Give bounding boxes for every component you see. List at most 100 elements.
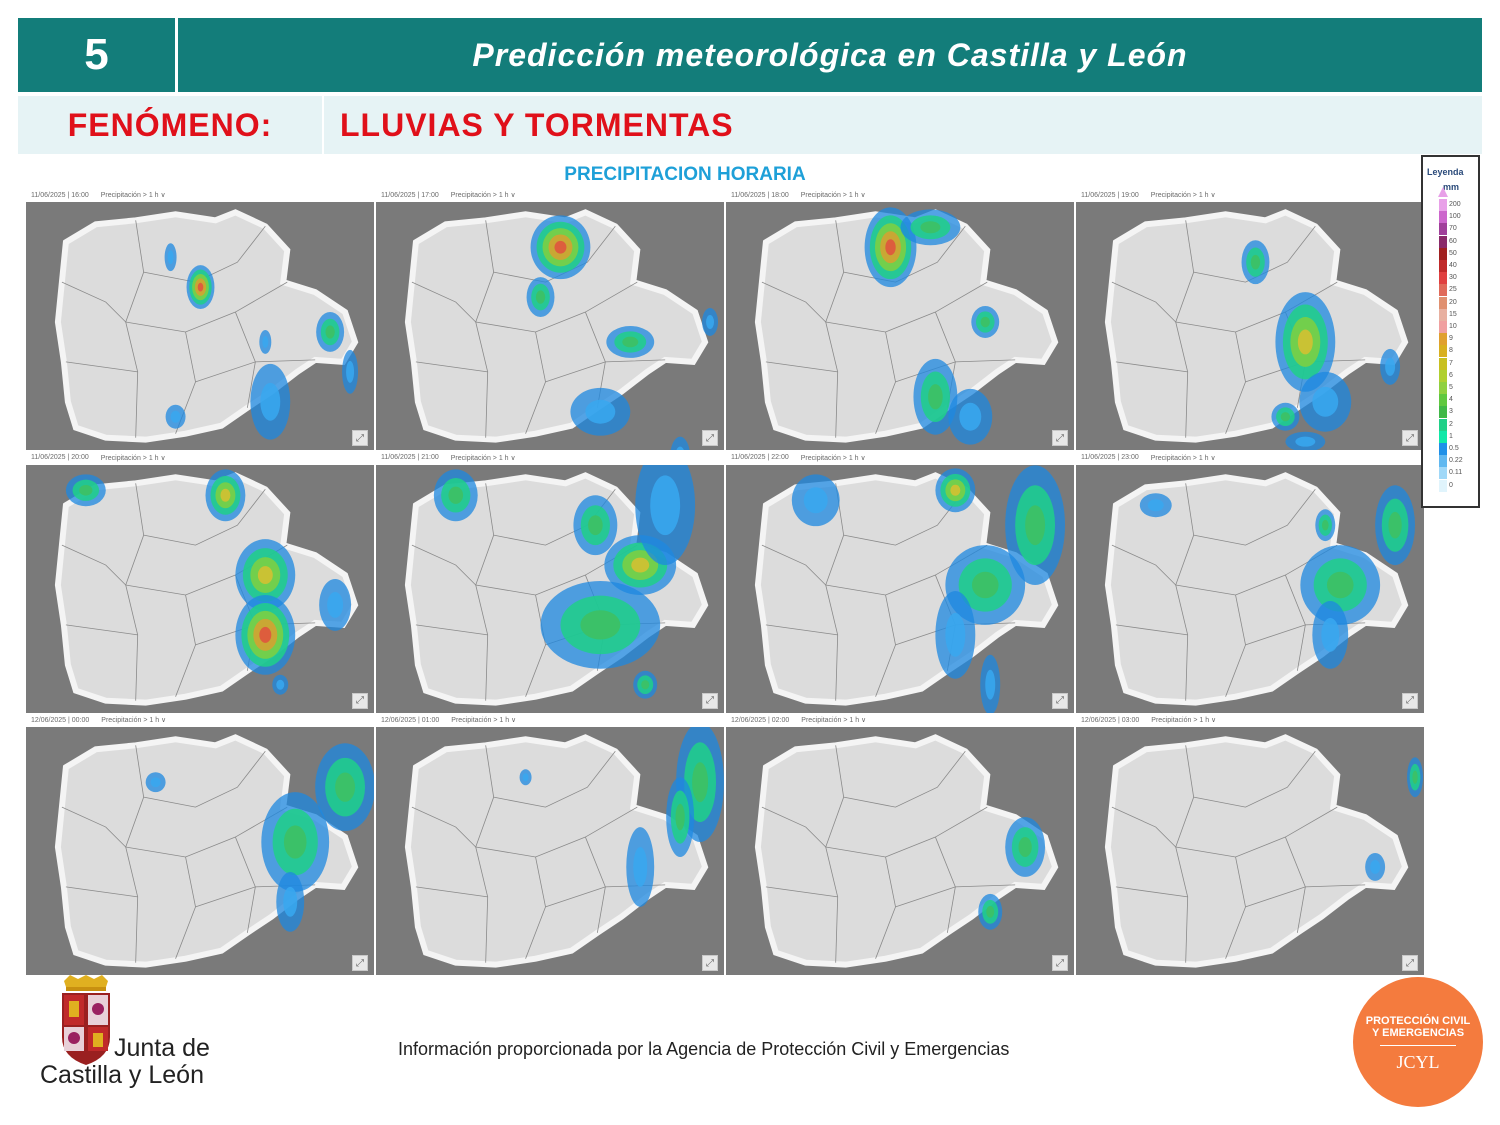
panel-separator: |	[65, 191, 72, 199]
panel-datetime: 11/06/2025 | 23:00	[1081, 454, 1139, 461]
legend-swatch	[1439, 235, 1447, 248]
chevron-down-icon: ∨	[158, 454, 166, 462]
chevron-down-icon: ∨	[158, 192, 166, 199]
precipitation-cell	[1018, 837, 1032, 857]
panel-date: 11/06/2025	[381, 454, 416, 461]
precipitation-cell	[641, 679, 650, 689]
expand-icon[interactable]: ⤢	[1402, 692, 1418, 709]
precipitation-cell	[220, 488, 231, 502]
legend-unit: mm	[1443, 182, 1460, 192]
precipitation-cell	[986, 905, 995, 918]
legend-label: 20	[1449, 298, 1457, 306]
panel-separator: |	[766, 716, 772, 724]
panel-variable-select[interactable]: Precipitación > 1 h ∨	[801, 191, 866, 199]
panel-datetime: 12/06/2025 | 00:00	[31, 717, 89, 724]
legend-swatch	[1439, 430, 1447, 443]
legend-swatch	[1439, 382, 1447, 394]
map-panel[interactable]: 11/06/2025 | 20:00 Precipitación > 1 h ∨ ⤢	[26, 450, 375, 713]
precipitation-cell	[1312, 386, 1339, 417]
panel-variable-select[interactable]: Precipitación > 1 h ∨	[1151, 191, 1216, 199]
expand-icon[interactable]: ⤢	[1402, 430, 1418, 446]
legend-swatch	[1439, 321, 1447, 333]
panel-variable-select[interactable]: Precipitación > 1 h ∨	[801, 454, 866, 462]
map-panel[interactable]: 11/06/2025 | 21:00 Precipitación > 1 h ∨ ⤢	[376, 450, 725, 713]
map-panel[interactable]: 11/06/2025 | 22:00 Precipitación > 1 h ∨ ⤢	[726, 450, 1075, 713]
expand-icon[interactable]: ⤢	[702, 430, 718, 446]
province-border	[143, 226, 266, 283]
panel-header: 11/06/2025 | 23:00 Precipitación > 1 h ∨	[1076, 450, 1424, 465]
chevron-down-icon: ∨	[859, 717, 867, 724]
precipitation-cell	[259, 626, 272, 643]
badge-line3: JCYL	[1396, 1052, 1440, 1072]
panel-date: 11/06/2025	[731, 454, 766, 461]
panel-variable-select[interactable]: Precipitación > 1 h ∨	[101, 716, 166, 724]
map-panel[interactable]: 11/06/2025 | 23:00 Precipitación > 1 h ∨ ⤢	[1076, 450, 1425, 713]
map-panel[interactable]: 11/06/2025 | 16:00 Precipitación > 1 h ∨ ⤢	[26, 188, 375, 450]
panel-time: 00:00	[71, 716, 90, 724]
precipitation-cell	[803, 486, 828, 513]
map-panel[interactable]: 11/06/2025 | 18:00 Precipitación > 1 h ∨ ⤢	[726, 188, 1075, 450]
expand-icon[interactable]: ⤢	[1052, 955, 1068, 971]
legend-swatch	[1439, 284, 1447, 297]
expand-icon[interactable]: ⤢	[1402, 955, 1418, 971]
panel-datetime: 12/06/2025 | 01:00	[381, 717, 439, 724]
chevron-down-icon: ∨	[509, 717, 517, 724]
panel-variable-select[interactable]: Precipitación > 1 h ∨	[451, 454, 516, 462]
panel-date: 11/06/2025	[1081, 454, 1116, 461]
legend-label: 10	[1449, 323, 1457, 330]
expand-icon[interactable]: ⤢	[1052, 692, 1068, 709]
map-panel[interactable]: 11/06/2025 | 17:00 Precipitación > 1 h ∨ ⤢	[376, 188, 725, 450]
legend-title: Leyenda	[1427, 167, 1464, 177]
expand-icon[interactable]: ⤢	[702, 955, 718, 971]
province-border	[843, 226, 966, 283]
legend-label: 0.11	[1449, 469, 1463, 477]
panel-variable-label: Precipitación > 1 h	[1151, 717, 1210, 724]
panel-variable-select[interactable]: Precipitación > 1 h ∨	[451, 716, 516, 724]
precipitation-cell	[985, 669, 996, 700]
panel-header: 12/06/2025 | 03:00 Precipitación > 1 h ∨	[1076, 713, 1424, 727]
map-panel[interactable]: 12/06/2025 | 03:00 Precipitación > 1 h ∨ ⤢	[1076, 713, 1425, 975]
panel-variable-select[interactable]: Precipitación > 1 h ∨	[101, 191, 166, 199]
province-border	[475, 281, 638, 333]
panel-variable-label: Precipitación > 1 h	[100, 454, 159, 462]
panel-variable-label: Precipitación > 1 h	[450, 454, 509, 462]
precipitation-cell	[1297, 329, 1313, 355]
panel-variable-select[interactable]: Precipitación > 1 h ∨	[101, 454, 166, 462]
panel-variable-select[interactable]: Precipitación > 1 h ∨	[801, 716, 866, 724]
coat-of-arms-icon	[62, 975, 110, 1065]
panel-date: 11/06/2025	[1081, 191, 1116, 199]
map-panel[interactable]: 12/06/2025 | 02:00 Precipitación > 1 h ∨ ⤢	[726, 713, 1075, 975]
legend-label: 30	[1449, 274, 1457, 282]
province-border	[1111, 806, 1176, 848]
panel-separator: |	[415, 454, 422, 461]
panel-variable-select[interactable]: Precipitación > 1 h ∨	[1151, 454, 1216, 462]
legend-label: 0.5	[1449, 445, 1459, 452]
province-border	[761, 281, 826, 323]
province-border	[525, 331, 546, 434]
logo-text: Junta de Castilla y León	[36, 1035, 246, 1089]
precipitation-cell	[325, 325, 335, 339]
legend-swatch	[1439, 272, 1447, 285]
map-panel[interactable]: 12/06/2025 | 01:00 Precipitación > 1 h ∨ ⤢	[376, 713, 725, 975]
panel-variable-select[interactable]: Precipitación > 1 h ∨	[1151, 716, 1216, 724]
precipitation-cell	[959, 402, 982, 431]
legend-label: 8	[1449, 347, 1453, 355]
map-panel[interactable]: 11/06/2025 | 19:00 Precipitación > 1 h ∨ ⤢	[1076, 188, 1425, 450]
expand-icon[interactable]: ⤢	[352, 692, 368, 709]
map-panel[interactable]: 12/06/2025 | 00:00 Precipitación > 1 h ∨ ⤢	[26, 713, 375, 975]
expand-icon[interactable]: ⤢	[352, 955, 368, 971]
precipitation-cell	[885, 239, 896, 256]
expand-icon[interactable]: ⤢	[702, 692, 718, 709]
legend-label: 0.22	[1449, 457, 1463, 465]
panel-header: 11/06/2025 | 19:00 Precipitación > 1 h ∨	[1076, 188, 1424, 202]
expand-icon[interactable]: ⤢	[1052, 430, 1068, 446]
precipitation-cell	[950, 484, 961, 496]
province-border	[895, 884, 1016, 908]
panel-date: 12/06/2025	[731, 716, 767, 724]
province-border	[475, 806, 638, 858]
province-border	[65, 886, 138, 898]
province-border	[765, 361, 838, 373]
expand-icon[interactable]: ⤢	[352, 430, 368, 446]
panel-variable-select[interactable]: Precipitación > 1 h ∨	[451, 191, 516, 199]
precipitation-cell	[676, 446, 684, 450]
